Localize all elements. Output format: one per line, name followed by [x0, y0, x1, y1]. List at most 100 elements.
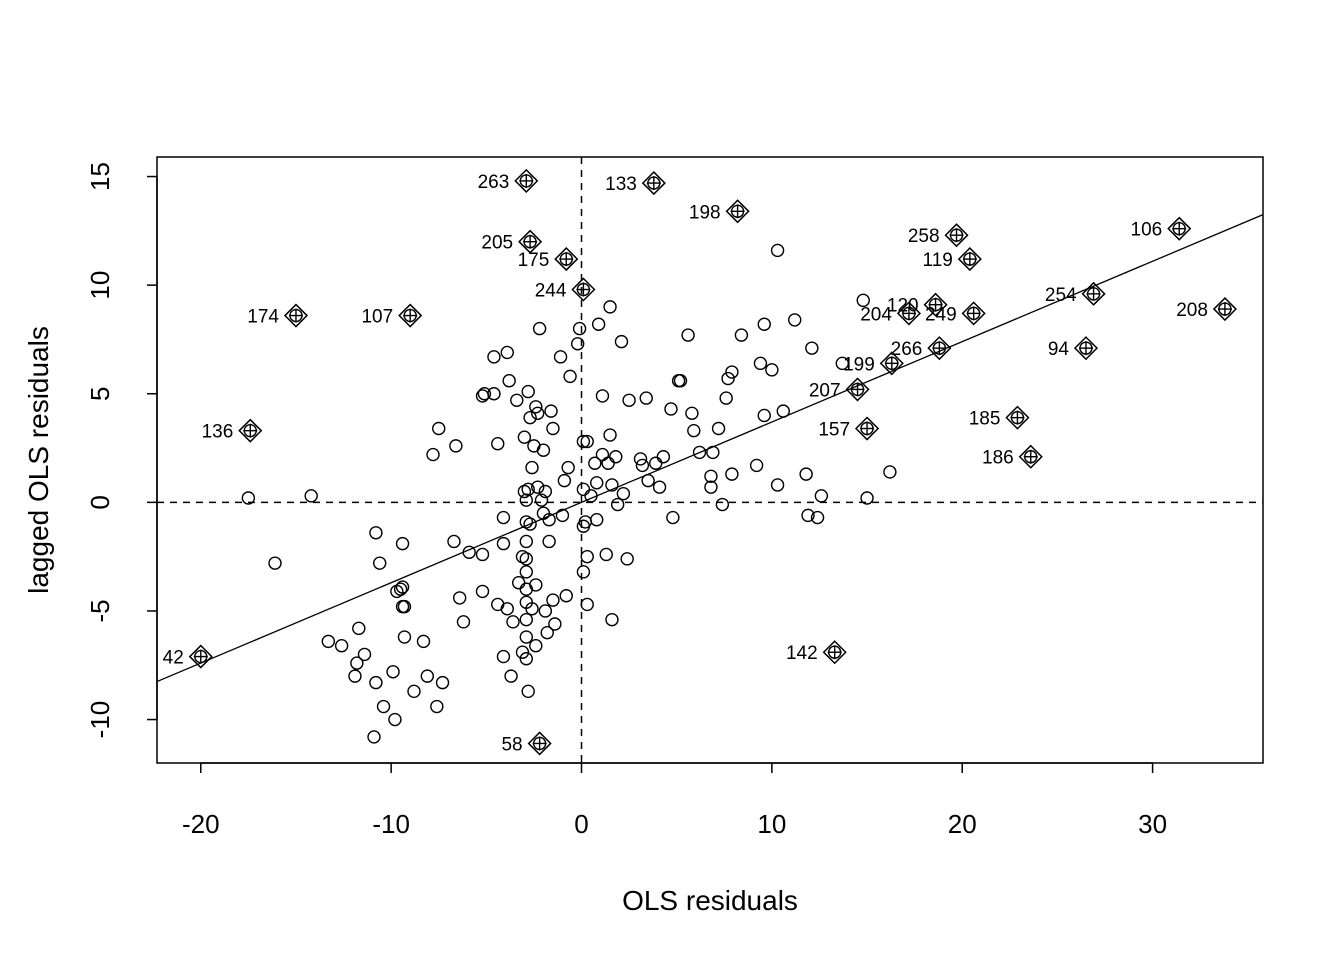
data-point — [519, 612, 534, 627]
data-point — [519, 534, 534, 549]
data-point — [664, 402, 678, 416]
data-point — [711, 421, 726, 436]
point-id-label: 258 — [908, 226, 940, 247]
data-point — [540, 625, 554, 640]
point-id-label: 107 — [361, 307, 393, 328]
data-point — [395, 536, 410, 551]
data-point — [614, 334, 629, 349]
data-point — [749, 458, 764, 473]
data-point — [563, 369, 577, 384]
diamond-marker — [822, 640, 847, 665]
data-point — [432, 421, 446, 436]
data-point — [576, 565, 591, 579]
data-point — [521, 684, 535, 699]
influential-point: 120 — [887, 292, 948, 317]
data-point — [456, 615, 471, 629]
data-point — [580, 434, 594, 449]
point-id-label: 142 — [786, 643, 818, 664]
data-point — [487, 350, 501, 364]
data-point — [616, 486, 631, 501]
diamond-marker — [1073, 336, 1099, 361]
data-point — [652, 480, 667, 494]
data-point — [770, 243, 785, 258]
point-id-label: 58 — [501, 734, 522, 755]
influential-point: 198 — [689, 199, 750, 224]
data-point — [649, 456, 663, 470]
influential-point: 133 — [605, 171, 666, 196]
data-point — [521, 384, 535, 399]
data-point — [426, 447, 440, 462]
data-point — [595, 389, 610, 403]
data-point — [519, 493, 534, 507]
data-point — [757, 317, 771, 331]
data-point — [605, 478, 619, 492]
data-point — [487, 387, 501, 401]
data-point — [538, 604, 553, 618]
data-point — [462, 545, 476, 560]
influential-point: 119 — [923, 247, 982, 272]
plot-frame — [156, 156, 1264, 764]
data-point — [542, 534, 556, 549]
data-point — [525, 602, 539, 616]
diamond-marker — [854, 416, 880, 441]
data-point — [704, 469, 718, 483]
influential-point: 175 — [518, 247, 579, 272]
influential-point: 157 — [818, 416, 880, 441]
data-point — [770, 478, 785, 492]
data-point — [633, 452, 648, 466]
point-id-label: 207 — [809, 380, 841, 401]
data-point — [521, 482, 535, 497]
diamond-marker — [961, 301, 986, 326]
influential-point: 142 — [786, 640, 847, 665]
data-point — [534, 493, 549, 507]
diamond-marker — [238, 418, 263, 443]
influential-point: 185 — [969, 405, 1030, 430]
data-point — [576, 482, 591, 497]
diamond-marker — [1167, 216, 1192, 241]
data-point — [511, 576, 526, 590]
diamond-marker — [571, 277, 596, 302]
y-tick-label: -10 — [85, 701, 115, 739]
data-point — [706, 445, 720, 460]
data-point — [475, 584, 490, 599]
data-point — [519, 565, 534, 579]
data-point — [407, 684, 421, 699]
diamond-marker — [188, 644, 213, 669]
data-point — [635, 458, 650, 473]
diamond-marker — [927, 336, 952, 361]
data-point — [721, 371, 735, 386]
data-point — [692, 445, 707, 460]
point-id-label: 254 — [1045, 285, 1077, 306]
data-point — [386, 665, 400, 679]
influential-point: 186 — [982, 444, 1043, 469]
data-point — [350, 656, 364, 670]
data-point — [352, 621, 366, 636]
data-point — [576, 434, 591, 449]
data-point — [580, 549, 594, 564]
point-id-label: 205 — [481, 233, 513, 254]
diamond-marker — [1212, 296, 1237, 322]
data-point — [538, 484, 553, 499]
data-point — [504, 669, 518, 683]
x-tick-label: 30 — [1138, 809, 1167, 839]
data-point — [553, 350, 568, 364]
data-point — [603, 300, 617, 314]
influential-point: 106 — [1131, 216, 1192, 241]
data-point — [561, 460, 575, 475]
data-point — [609, 450, 623, 464]
data-point — [523, 517, 537, 531]
data-point — [430, 699, 444, 714]
data-point — [420, 669, 435, 683]
data-point — [725, 365, 739, 379]
regression-line-group — [157, 214, 1263, 683]
x-tick-label: 20 — [948, 809, 977, 839]
influential-point: 205 — [481, 229, 543, 254]
data-point — [523, 410, 537, 425]
data-point — [395, 580, 410, 594]
data-point — [496, 649, 511, 664]
point-id-label: 119 — [923, 250, 953, 271]
data-point — [719, 391, 733, 405]
diamond-marker — [641, 171, 666, 196]
data-point — [801, 508, 815, 523]
point-id-label: 199 — [843, 354, 875, 375]
